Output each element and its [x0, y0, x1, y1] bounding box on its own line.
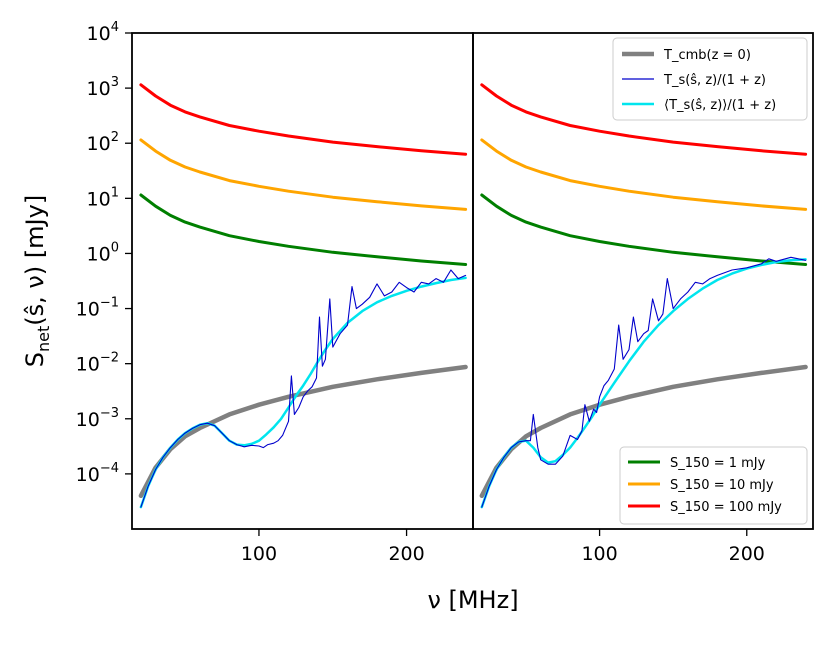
left-series-2-line: [139, 193, 468, 266]
legend-top-label-1: T_s(ŝ, z)/(1 + z): [663, 73, 766, 88]
y-tick-exponent: 4: [111, 20, 119, 35]
y-tick-exponent: −1: [100, 296, 119, 311]
y-tick-label: 102: [87, 130, 119, 155]
x-axis-ticks: 100 200 100 200: [241, 529, 765, 565]
y-tick-base: 10: [87, 243, 111, 265]
legend-top-label-2: ⟨T_s(ŝ, z)⟩/(1 + z): [664, 98, 776, 113]
y-tick-base: 10: [76, 299, 100, 321]
legend-bottom: S_150 = 1 mJy S_150 = 10 mJy S_150 = 100…: [619, 446, 808, 525]
right-x-tick-label: 200: [729, 543, 765, 565]
left-panel-background: [132, 33, 473, 529]
y-tick-base: 10: [87, 23, 111, 45]
y-tick-base: 10: [76, 354, 100, 376]
y-axis-label: Snet(ŝ, ν) [mJy]: [21, 195, 53, 367]
y-tick-base: 10: [76, 409, 100, 431]
y-tick-label: 103: [87, 75, 119, 100]
y-axis-label-main: S: [21, 352, 49, 367]
y-tick-label: 100: [87, 240, 119, 265]
y-tick-base: 10: [87, 133, 111, 155]
y-tick-label: 10−3: [76, 406, 119, 431]
y-tick-exponent: −2: [100, 351, 119, 366]
left-series-5-line: [140, 269, 467, 508]
left-series-1-line: [139, 138, 468, 211]
left-series-0-line: [139, 83, 468, 156]
y-tick-label: 104: [87, 20, 119, 45]
legend-bottom-label-0: S_150 = 1 mJy: [670, 456, 766, 471]
right-panel-series: [479, 83, 808, 509]
right-x-tick-label: 100: [581, 543, 617, 565]
y-tick-exponent: 0: [111, 240, 119, 255]
legend-top-frame: [612, 37, 808, 121]
y-tick-exponent: −3: [100, 406, 119, 421]
y-axis-label-subscript: net: [34, 326, 53, 352]
left-panel-series: [138, 83, 468, 509]
left-x-tick-label: 100: [241, 543, 277, 565]
x-axis-label: ν [MHz]: [427, 586, 518, 614]
right-panel-frame: [472, 32, 814, 530]
legend-bottom-frame: [619, 446, 808, 525]
legend-bottom-label-2: S_150 = 100 mJy: [670, 500, 782, 515]
legend-top-label-0: T_cmb(z = 0): [663, 48, 751, 63]
left-x-tick-label: 200: [388, 543, 424, 565]
right-series-5-line: [481, 256, 807, 508]
y-tick-label: 10−4: [76, 461, 119, 486]
y-tick-label: 10−2: [76, 351, 119, 376]
y-tick-label: 101: [87, 185, 119, 210]
y-axis-label-rest: (ŝ, ν) [mJy]: [21, 195, 49, 326]
right-series-0-line: [480, 83, 808, 156]
y-tick-base: 10: [76, 464, 100, 486]
right-series-2-line: [480, 193, 808, 266]
legend-bottom-label-1: S_150 = 10 mJy: [670, 478, 774, 493]
y-tick-exponent: −4: [100, 461, 119, 476]
y-tick-base: 10: [87, 78, 111, 100]
legend-top: T_cmb(z = 0) T_s(ŝ, z)/(1 + z) ⟨T_s(ŝ, z…: [612, 37, 808, 121]
y-tick-label: 10−1: [76, 296, 119, 321]
y-tick-exponent: 2: [111, 130, 119, 145]
y-tick-base: 10: [87, 188, 111, 210]
y-tick-exponent: 1: [111, 185, 119, 200]
right-series-1-line: [480, 138, 808, 211]
y-tick-exponent: 3: [111, 75, 119, 90]
